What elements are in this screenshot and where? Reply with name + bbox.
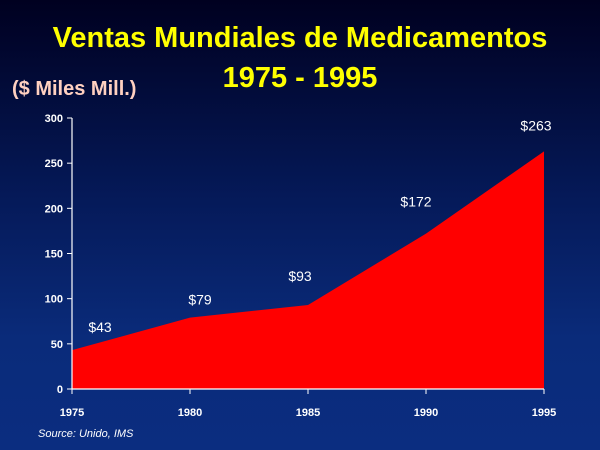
x-tick-label: 1980 bbox=[178, 407, 202, 419]
data-label: $79 bbox=[188, 292, 212, 308]
y-tick-label: 100 bbox=[45, 294, 63, 306]
chart-title: Ventas Mundiales de Medicamentos bbox=[52, 22, 548, 54]
y-tick-label: 0 bbox=[57, 384, 63, 396]
chart-subtitle: 1975 - 1995 bbox=[222, 62, 378, 94]
data-label: $93 bbox=[288, 268, 312, 284]
y-tick-label: 300 bbox=[45, 113, 63, 125]
x-tick-label: 1975 bbox=[60, 407, 84, 419]
data-label: $263 bbox=[520, 117, 551, 133]
y-tick-label: 200 bbox=[45, 203, 63, 215]
x-tick-label: 1985 bbox=[296, 407, 320, 419]
y-axis-unit-label: ($ Miles Mill.) bbox=[12, 78, 137, 100]
source-note: Source: Unido, IMS bbox=[38, 428, 134, 440]
y-tick-label: 250 bbox=[45, 158, 63, 170]
data-label: $172 bbox=[400, 194, 431, 210]
area-series bbox=[72, 151, 544, 389]
y-tick-label: 50 bbox=[51, 339, 63, 351]
x-tick-label: 1990 bbox=[414, 407, 438, 419]
x-tick-label: 1995 bbox=[532, 407, 556, 419]
y-tick-label: 150 bbox=[45, 249, 63, 261]
data-label: $43 bbox=[88, 319, 112, 335]
